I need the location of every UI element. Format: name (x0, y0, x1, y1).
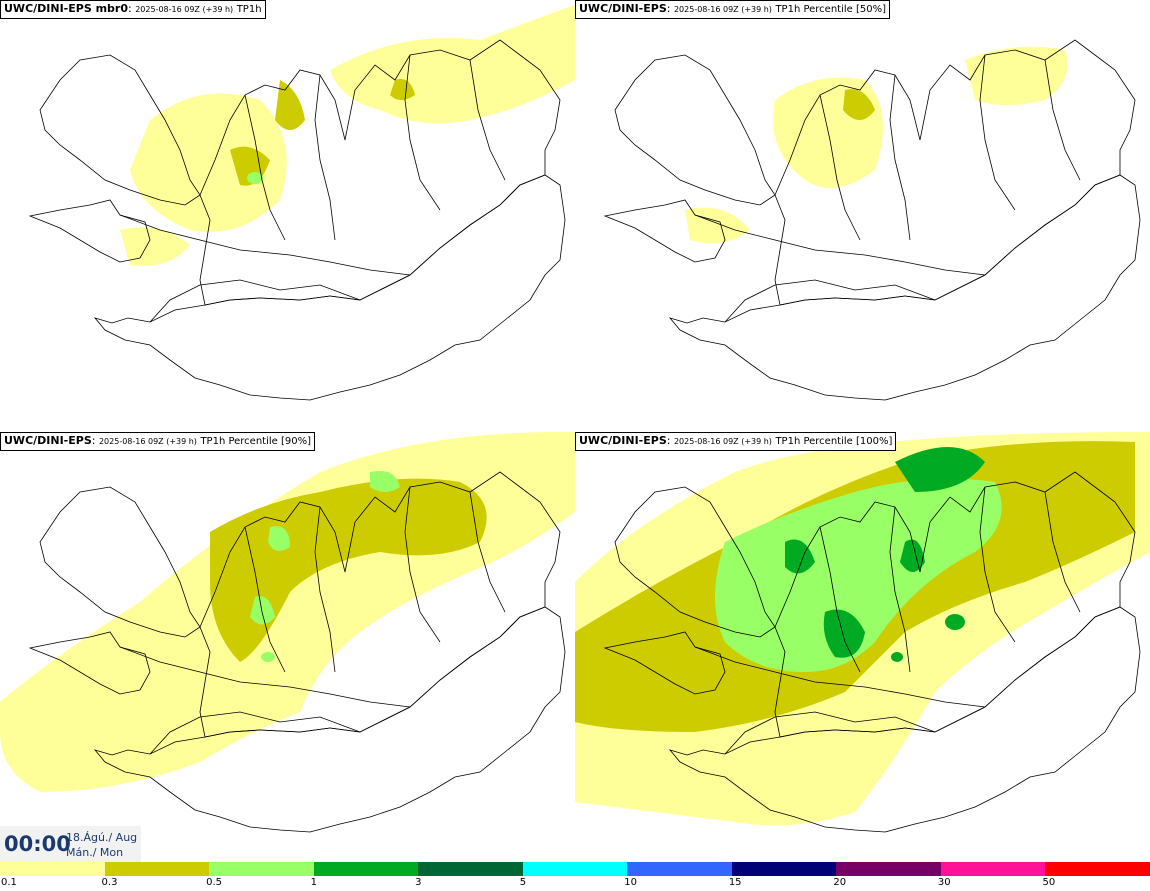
run-time: 2025-08-16 09Z (+39 h) (673, 437, 772, 446)
panel-title: UWC/DINI-EPS: 2025-08-16 09Z (+39 h) TP1… (575, 0, 890, 19)
parameter: TP1h Percentile [90%] (200, 436, 311, 447)
legend-tick-label: 50 (1042, 877, 1056, 888)
legend-tick-label: 10 (624, 877, 637, 888)
map-panel-p50: UWC/DINI-EPS: 2025-08-16 09Z (+39 h) TP1… (575, 0, 1150, 430)
legend-tick-label: 0.5 (206, 877, 222, 888)
legend-swatch (104, 862, 210, 876)
panel-title: UWC/DINI-EPS: 2025-08-16 09Z (+39 h) TP1… (575, 432, 897, 451)
legend-swatch (940, 862, 1046, 876)
valid-time-clock: 00:00 (4, 832, 71, 856)
legend-swatch (522, 862, 628, 876)
parameter: TP1h Percentile [50%] (775, 4, 886, 15)
legend-swatch (731, 862, 837, 876)
precip-color-legend: 0.1 0.3 0.5 1 3 5 10 15 20 30 50 (0, 862, 1150, 891)
legend-tick-label: 1 (310, 877, 317, 888)
legend-tick-label: 30 (937, 877, 951, 888)
legend-swatch (209, 862, 315, 876)
legend-swatch (0, 862, 106, 876)
legend-tick-label: 0.1 (1, 877, 17, 888)
legend-tick-label: 3 (415, 877, 422, 888)
map-panel-p90: UWC/DINI-EPS: 2025-08-16 09Z (+39 h) TP1… (0, 432, 575, 862)
parameter: TP1h (236, 4, 262, 15)
legend-swatch (418, 862, 524, 876)
map-panel-p100: UWC/DINI-EPS: 2025-08-16 09Z (+39 h) TP1… (575, 432, 1150, 862)
legend-tick-label: 0.3 (101, 877, 118, 888)
legend-tick-label: 15 (728, 877, 742, 888)
precip-map-mbr0 (29, 5, 575, 401)
model-name: UWC/DINI-EPS (579, 434, 667, 447)
run-time: 2025-08-16 09Z (+39 h) (135, 5, 234, 14)
legend-tick-label: 5 (519, 877, 527, 888)
legend-swatch (313, 862, 419, 876)
legend-tick-label: 20 (833, 877, 847, 888)
valid-date-line2: Mán./ Mon (66, 846, 124, 859)
valid-date-line1: 18.Ágú./ Aug (66, 831, 138, 844)
run-time: 2025-08-16 09Z (+39 h) (673, 5, 772, 14)
panel-title: UWC/DINI-EPS mbr0: 2025-08-16 09Z (+39 h… (0, 0, 266, 19)
precip-map-p90 (0, 432, 575, 833)
model-name: UWC/DINI-EPS (4, 434, 92, 447)
legend-swatch (1045, 862, 1150, 876)
model-name: UWC/DINI-EPS mbr0 (4, 2, 128, 15)
precip-map-p100 (575, 432, 1150, 833)
panel-title: UWC/DINI-EPS: 2025-08-16 09Z (+39 h) TP1… (0, 432, 315, 451)
valid-time-box: 00:00 18.Ágú./ Aug Mán./ Mon (0, 826, 141, 862)
legend-swatch (836, 862, 942, 876)
precip-map-p50 (604, 39, 1141, 401)
map-panel-mbr0: UWC/DINI-EPS mbr0: 2025-08-16 09Z (+39 h… (0, 0, 575, 430)
model-name: UWC/DINI-EPS (579, 2, 667, 15)
parameter: TP1h Percentile [100%] (775, 436, 893, 447)
run-time: 2025-08-16 09Z (+39 h) (98, 437, 197, 446)
legend-swatch (627, 862, 733, 876)
